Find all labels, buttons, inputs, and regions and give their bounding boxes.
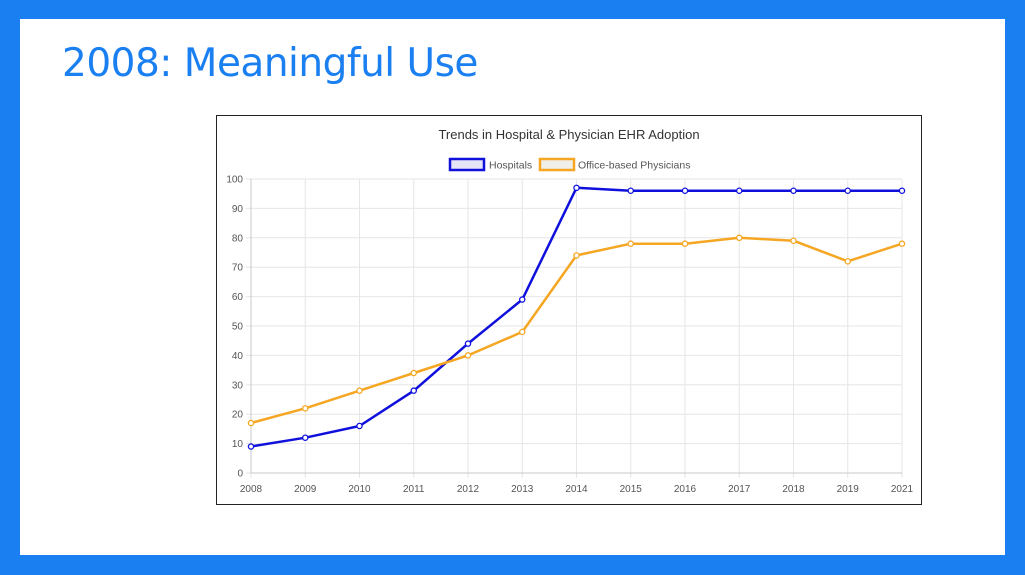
data-point [518, 296, 526, 303]
data-point [573, 184, 580, 192]
y-tick-label: 100 [226, 175, 243, 186]
y-tick-label: 50 [232, 322, 244, 333]
line-chart: Trends in Hospital & Physician EHR Adopt… [216, 115, 922, 505]
y-tick-label: 0 [237, 469, 243, 480]
y-tick-label: 80 [232, 233, 244, 244]
data-point [736, 187, 743, 195]
y-tick-label: 30 [232, 380, 244, 391]
x-tick-label: 2016 [674, 484, 697, 495]
x-tick-label: 2008 [240, 484, 263, 495]
x-tick-label: 2014 [565, 484, 588, 495]
x-tick-label: 2018 [782, 484, 805, 495]
series [247, 184, 906, 450]
x-tick-label: 2021 [891, 484, 914, 495]
data-point [302, 405, 309, 412]
data-point [356, 387, 363, 394]
chart-svg: Trends in Hospital & Physician EHR Adopt… [226, 127, 913, 496]
x-tick-label: 2015 [620, 484, 643, 495]
x-tick-label: 2019 [837, 484, 860, 495]
data-point [302, 434, 309, 441]
slide: 2008: Meaningful Use Trends in Hospital … [20, 19, 1005, 555]
y-tick-label: 40 [232, 351, 244, 362]
legend-swatch [448, 157, 486, 172]
y-tick-label: 70 [232, 263, 244, 274]
data-point [627, 187, 634, 195]
data-point [573, 252, 580, 259]
y-tick-label: 60 [232, 292, 244, 303]
x-tick-label: 2009 [294, 484, 317, 495]
legend: Hospitals Office-based Physicians [448, 157, 690, 172]
data-point [736, 234, 743, 242]
data-point [410, 369, 417, 377]
data-point [898, 240, 906, 247]
y-tick-label: 10 [232, 439, 244, 450]
x-tick-label: 2013 [511, 484, 534, 495]
data-point [247, 443, 255, 450]
x-tick-label: 2017 [728, 484, 751, 495]
data-point [681, 187, 689, 195]
data-point [410, 387, 417, 394]
data-point [790, 237, 797, 244]
data-point [518, 328, 526, 336]
data-point [790, 187, 797, 195]
data-point [247, 419, 255, 427]
x-tick-label: 2011 [403, 484, 425, 495]
x-tick-label: 2010 [348, 484, 371, 495]
data-point [898, 187, 906, 195]
data-point [627, 240, 634, 247]
data-point [464, 340, 472, 347]
chart-title: Trends in Hospital & Physician EHR Adopt… [438, 127, 699, 142]
x-tick-label: 2012 [457, 484, 480, 495]
legend-swatch [538, 157, 576, 172]
data-point [464, 352, 472, 359]
data-point [844, 187, 852, 195]
legend-label: Hospitals [489, 160, 532, 172]
grid [246, 178, 903, 478]
slide-title: 2008: Meaningful Use [62, 41, 478, 86]
y-tick-label: 90 [232, 204, 244, 215]
data-point [356, 422, 363, 430]
y-tick-label: 20 [232, 410, 244, 421]
data-point [844, 258, 852, 265]
axes: 0 10 20 30 40 50 60 70 80 90 100 2008 2009 2010 2011 20… [226, 175, 913, 496]
data-point [681, 240, 689, 247]
legend-label: Office-based Physicians [578, 160, 690, 172]
